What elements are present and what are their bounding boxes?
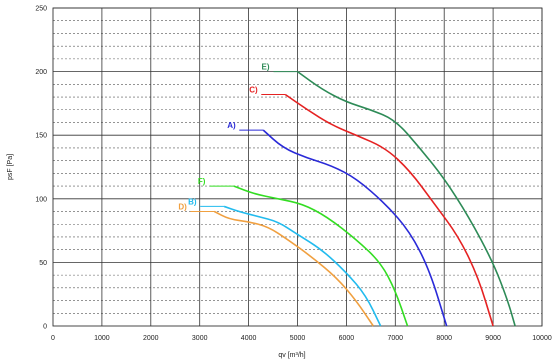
- grid: [53, 7, 543, 326]
- series-label-e: E): [262, 63, 270, 72]
- series-labels: E) C) A) F) B)D): [178, 63, 298, 213]
- y-tick-label: 50: [39, 260, 47, 267]
- x-tick-label: 1000: [94, 335, 110, 342]
- y-tick-label: 250: [35, 6, 47, 13]
- series-line-f: [233, 185, 409, 327]
- series-line-d: [214, 210, 374, 327]
- series-line-e: [297, 70, 516, 327]
- y-axis-label: psF [Pa]: [7, 154, 14, 180]
- x-tick-label: 5000: [290, 335, 306, 342]
- series-line-a: [262, 129, 448, 327]
- series-lines: [214, 70, 516, 327]
- x-tick-label: 10000: [532, 335, 552, 342]
- tick-labels: 0 1000 2000 3000 4000 5000 6000 7000 8000 9000 100…: [35, 6, 552, 343]
- plot-frame: [52, 7, 543, 327]
- y-tick-label: 100: [35, 196, 47, 203]
- series-line-c: [284, 93, 494, 327]
- y-tick-label: 0: [43, 324, 47, 331]
- y-tick-label: 200: [35, 69, 47, 76]
- series-line-b: [223, 205, 382, 327]
- series-label-a: A): [227, 121, 236, 130]
- x-tick-label: 8000: [436, 335, 452, 342]
- x-tick-label: 9000: [485, 335, 501, 342]
- series-label-d: D): [178, 203, 187, 212]
- x-tick-label: 0: [51, 335, 55, 342]
- y-tick-label: 150: [35, 133, 47, 140]
- x-axis-label: qv [m³/h]: [278, 352, 305, 359]
- series-label-f: F): [198, 177, 206, 186]
- series-label-b: B): [188, 197, 197, 206]
- x-tick-label: 4000: [241, 335, 257, 342]
- x-tick-label: 7000: [388, 335, 404, 342]
- series-label-c: C): [249, 85, 258, 94]
- x-tick-label: 6000: [339, 335, 355, 342]
- axes: [52, 7, 543, 327]
- x-tick-label: 3000: [192, 335, 208, 342]
- x-tick-label: 2000: [143, 335, 159, 342]
